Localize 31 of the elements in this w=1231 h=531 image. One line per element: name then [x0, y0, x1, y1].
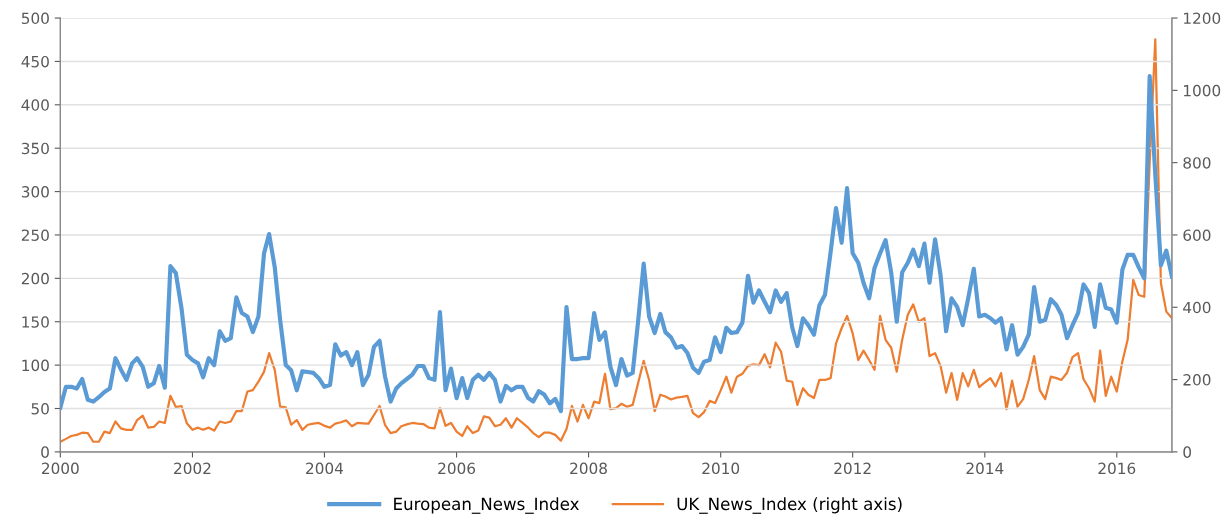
x-tick-label: 2008 [570, 462, 607, 475]
y-tick-label: 100 [22, 359, 49, 372]
y-tick-label: 250 [21, 229, 49, 241]
y-tick-label: 200 [21, 272, 49, 285]
y-tick-label: 350 [21, 142, 49, 155]
y2-tick-label: 200 [1183, 374, 1211, 386]
line-series [60, 38, 1172, 443]
y2-tick-label: 1000 [1184, 84, 1221, 97]
x-tick-label: 2010 [702, 462, 740, 475]
x-tick-label: 2012 [834, 462, 871, 475]
y2-tick-label: 600 [1183, 229, 1211, 241]
x-tick-label: 2014 [966, 462, 1004, 475]
y2-tick-label: 0 [1183, 446, 1192, 458]
y-tick-label: 50 [31, 402, 49, 415]
x-tick-label: 2006 [438, 462, 476, 475]
x-tick-label: 2000 [42, 462, 79, 475]
legend-label: UK_News_Index (right axis) [677, 497, 902, 514]
y-tick-label: 450 [21, 55, 49, 68]
y2-tick-label: 1200 [1184, 12, 1221, 25]
y-tick-label: 0 [41, 446, 49, 458]
y-tick-label: 300 [21, 186, 49, 198]
y2-tick-label: 400 [1183, 301, 1211, 314]
y-tick-label: 400 [21, 99, 49, 111]
x-tick-label: 2002 [174, 462, 211, 475]
y-tick-label: 500 [21, 12, 49, 25]
legend-label: European_News_Index [394, 497, 579, 514]
y-tick-label: 150 [22, 316, 49, 328]
x-tick-label: 2016 [1098, 462, 1136, 475]
x-tick-label: 2004 [306, 462, 344, 475]
y2-tick-label: 800 [1183, 157, 1211, 169]
line-series [60, 74, 1172, 414]
